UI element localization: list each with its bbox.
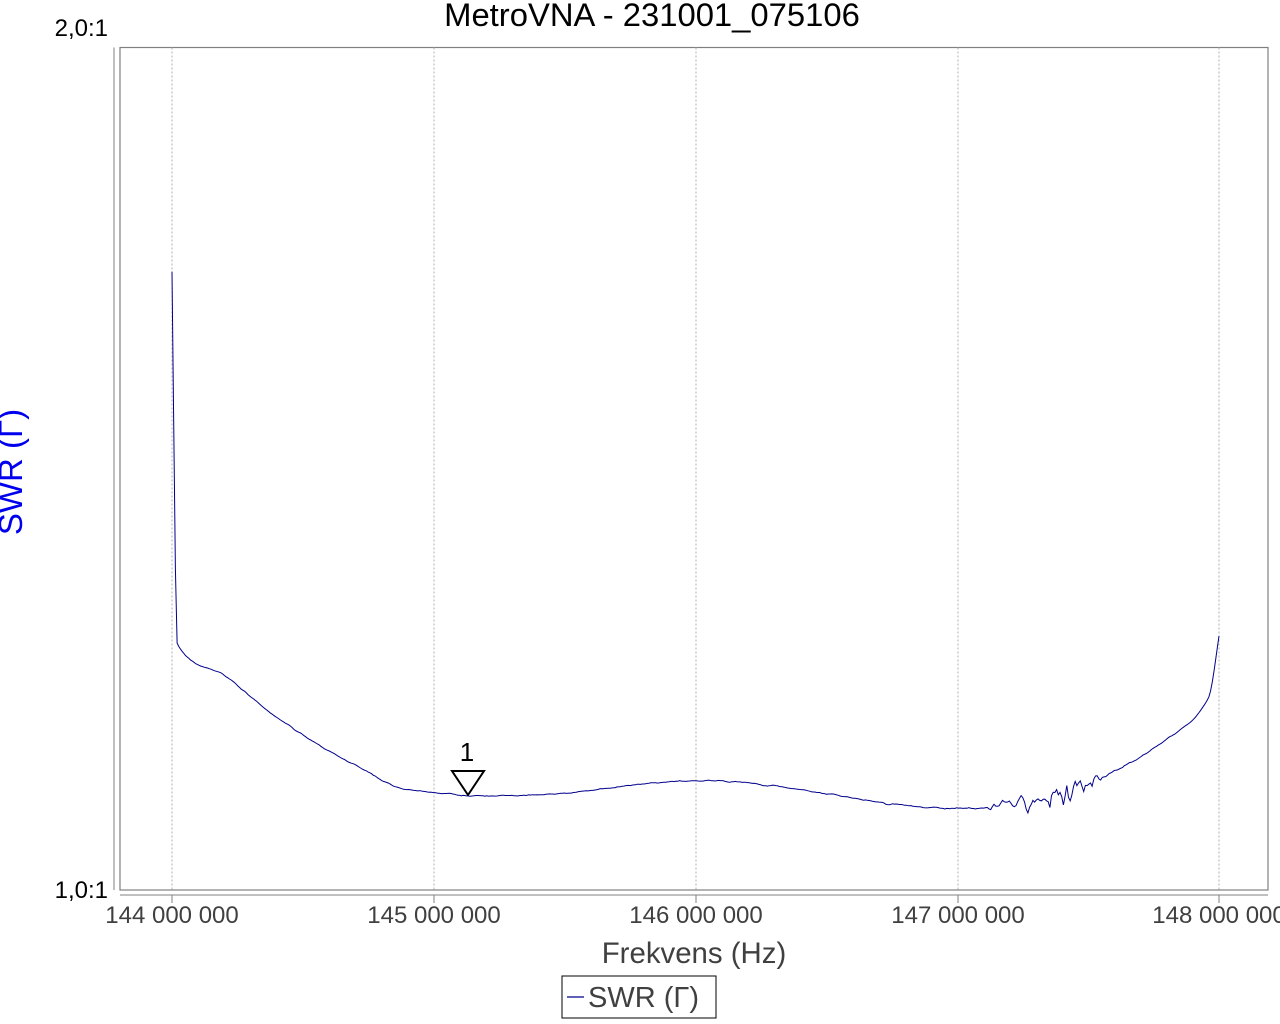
- svg-text:1: 1: [460, 737, 474, 767]
- svg-text:Frekvens (Hz): Frekvens (Hz): [602, 937, 787, 970]
- svg-text:2,0:1: 2,0:1: [55, 15, 108, 42]
- svg-text:144 000 000: 144 000 000: [105, 902, 238, 929]
- svg-text:1,0:1: 1,0:1: [55, 877, 108, 904]
- svg-text:SWR (Γ): SWR (Γ): [588, 982, 699, 1014]
- svg-text:146 000 000: 146 000 000: [629, 902, 762, 929]
- svg-text:145 000 000: 145 000 000: [367, 902, 500, 929]
- svg-text:MetroVNA - 231001_075106: MetroVNA - 231001_075106: [444, 0, 860, 33]
- svg-text:SWR (Γ): SWR (Γ): [0, 409, 29, 535]
- svg-text:148 000 000: 148 000 000: [1152, 902, 1280, 929]
- svg-text:147 000 000: 147 000 000: [891, 902, 1024, 929]
